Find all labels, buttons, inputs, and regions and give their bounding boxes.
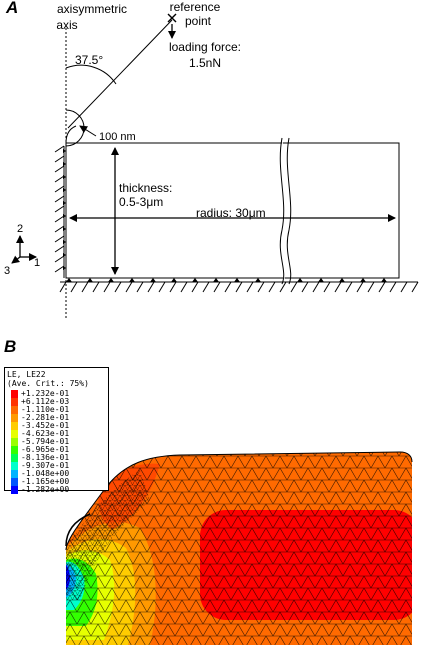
legend-row: -5.794e-01 [11,437,109,446]
indenter-contact-edge [65,513,91,547]
legend-value: -5.794e-01 [21,437,70,446]
coord-axis-3-arrow [11,255,21,264]
legend-row: -1.110e-01 [11,405,109,414]
deformed-film-mesh [66,452,412,645]
legend-value: -1.110e-01 [21,405,70,414]
legend-row: -6.965e-01 [11,445,109,454]
symmetry-boundary-markers [63,149,66,270]
contour-legend: LE, LE22 (Ave. Crit.: 75%) +1.232e-01 +6.… [4,367,109,494]
legend-row: -2.281e-01 [11,413,109,422]
indenter-cone-edge [67,19,173,129]
angle-label: 37.5° [75,53,104,67]
thickness-label-line2: 0.5-3μm [119,195,164,209]
axis-label-line2: axis [56,18,78,32]
coord-axis-1-label: 1 [34,257,41,269]
legend-swatch [11,462,18,470]
legend-value: +6.112e-03 [21,397,70,406]
reference-label-line1: reference [169,0,221,14]
legend-swatch [11,486,18,494]
legend-row: -1.048e+00 [11,469,109,478]
film-top-surface [65,451,413,551]
legend-swatch [11,478,18,486]
legend-value: -6.965e-01 [21,445,70,454]
cone-angle-arc [65,64,117,85]
legend-title-line2: (Ave. Crit.: 75%) [7,379,89,388]
legend-value: -1.282e+00 [21,485,70,494]
legend-swatch [11,446,18,454]
legend-row: +1.232e-01 [11,389,109,398]
legend-value: +1.232e-01 [21,389,70,398]
legend-swatch [11,398,18,406]
fixed-boundary-markers [66,278,387,282]
legend-value: -2.281e-01 [21,413,70,422]
legend-value: -1.165e+00 [21,477,70,486]
coord-axis-2-label: 2 [17,223,24,235]
panel-b-label: B [4,337,17,356]
panel-a-schematic [11,13,419,318]
tip-radius-label: 100 nm [99,131,136,143]
legend-swatch [11,430,18,438]
break-line-left [279,137,285,285]
reference-label-line2: point [184,14,212,28]
force-label-line2: 1.5nN [188,56,222,70]
legend-row: -9.307e-01 [11,461,109,470]
legend-value: -3.452e-01 [21,421,70,430]
legend-swatch [11,390,18,398]
legend-row: -4.623e-01 [11,429,109,438]
legend-row: -1.282e+00 [11,485,109,494]
indenter-tip-arc [65,125,77,144]
coord-axis-3-label: 3 [4,265,11,277]
legend-swatch [11,422,18,430]
legend-value: -1.048e+00 [21,469,70,478]
legend-value: -9.307e-01 [21,461,70,470]
legend-title-line1: LE, LE22 [7,370,46,379]
legend-swatch [11,414,18,422]
symmetry-boundary-hatch [54,145,65,278]
axis-label-line1: axisymmetric [56,2,127,16]
force-label-line1: loading force: [168,40,242,54]
legend-value: -8.136e-01 [21,453,70,462]
legend-swatch [11,454,18,462]
legend-swatch [11,438,18,446]
tip-radius-arrow [79,125,97,137]
legend-row: -1.165e+00 [11,477,109,486]
fixed-boundary-hatch [59,281,419,293]
legend-swatch [11,470,18,478]
legend-row: +6.112e-03 [11,397,109,406]
legend-swatch [11,406,18,414]
film-boundary [65,142,400,279]
legend-row: -8.136e-01 [11,453,109,462]
panel-a-label: A [6,0,19,17]
legend-value: -4.623e-01 [21,429,70,438]
break-line-right [286,137,292,285]
legend-row: -3.452e-01 [11,421,109,430]
thickness-label-line1: thickness: [119,181,173,195]
